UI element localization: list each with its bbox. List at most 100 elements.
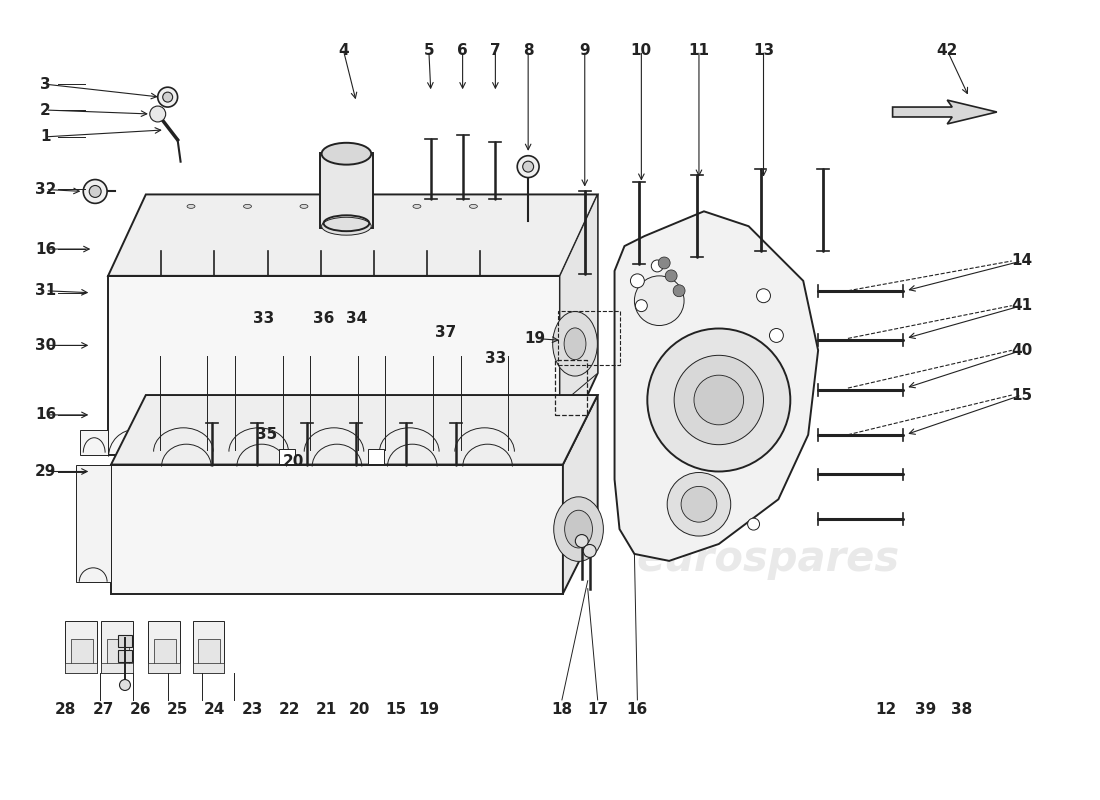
- Text: 5: 5: [424, 43, 434, 58]
- Circle shape: [666, 270, 678, 282]
- Bar: [72, 638, 94, 667]
- Text: 37: 37: [436, 325, 456, 340]
- Polygon shape: [108, 276, 560, 454]
- Bar: [147, 622, 179, 673]
- Text: 13: 13: [752, 43, 774, 58]
- Bar: [101, 663, 133, 673]
- Polygon shape: [76, 465, 111, 582]
- Text: 24: 24: [204, 702, 226, 718]
- Polygon shape: [615, 211, 818, 561]
- Text: 23: 23: [241, 702, 263, 718]
- Bar: [198, 638, 220, 667]
- Text: 22: 22: [279, 702, 300, 718]
- Text: 4: 4: [338, 43, 349, 58]
- Text: 20: 20: [349, 702, 370, 718]
- Text: 34: 34: [345, 311, 367, 326]
- Text: 6: 6: [458, 43, 468, 58]
- Circle shape: [770, 329, 783, 342]
- Ellipse shape: [356, 204, 364, 208]
- Circle shape: [163, 92, 173, 102]
- Ellipse shape: [321, 218, 371, 235]
- Text: 29: 29: [35, 464, 56, 479]
- Ellipse shape: [187, 204, 195, 208]
- Text: 26: 26: [130, 702, 152, 718]
- Text: 39: 39: [915, 702, 936, 718]
- Circle shape: [681, 486, 717, 522]
- Text: 16: 16: [627, 702, 648, 718]
- Text: 14: 14: [1011, 254, 1032, 269]
- Circle shape: [636, 300, 647, 312]
- Text: 41: 41: [1011, 298, 1032, 313]
- Polygon shape: [560, 194, 597, 454]
- Ellipse shape: [553, 497, 604, 562]
- Circle shape: [658, 257, 670, 269]
- Text: 16: 16: [35, 242, 56, 257]
- Ellipse shape: [564, 328, 586, 360]
- Polygon shape: [111, 395, 597, 465]
- Text: 16: 16: [35, 407, 56, 422]
- Text: 38: 38: [952, 702, 972, 718]
- Text: 19: 19: [418, 702, 439, 718]
- Circle shape: [647, 329, 790, 471]
- Bar: [118, 650, 132, 662]
- Circle shape: [150, 106, 166, 122]
- Bar: [154, 638, 176, 667]
- Circle shape: [694, 375, 744, 425]
- Polygon shape: [111, 465, 563, 594]
- Circle shape: [630, 274, 645, 288]
- Bar: [279, 449, 295, 463]
- Text: 9: 9: [580, 43, 590, 58]
- Bar: [118, 635, 132, 647]
- Circle shape: [748, 518, 759, 530]
- Circle shape: [668, 473, 730, 536]
- Text: 3: 3: [41, 77, 51, 92]
- Circle shape: [651, 260, 663, 272]
- Text: 8: 8: [522, 43, 534, 58]
- Text: 33: 33: [485, 350, 506, 366]
- Text: 15: 15: [1011, 387, 1032, 402]
- Text: 27: 27: [92, 702, 113, 718]
- Ellipse shape: [564, 510, 593, 548]
- Text: 33: 33: [253, 311, 275, 326]
- Polygon shape: [108, 194, 597, 276]
- Ellipse shape: [412, 204, 421, 208]
- Bar: [147, 663, 179, 673]
- Circle shape: [673, 285, 685, 297]
- Text: 10: 10: [630, 43, 652, 58]
- Bar: [101, 622, 133, 673]
- Circle shape: [517, 156, 539, 178]
- Text: 11: 11: [689, 43, 710, 58]
- Circle shape: [674, 355, 763, 445]
- Circle shape: [157, 87, 177, 107]
- Polygon shape: [563, 395, 597, 594]
- Circle shape: [89, 186, 101, 198]
- Text: 32: 32: [35, 182, 56, 197]
- Bar: [556, 360, 586, 415]
- FancyBboxPatch shape: [320, 153, 373, 228]
- Bar: [368, 449, 384, 463]
- Text: 18: 18: [551, 702, 572, 718]
- Text: 30: 30: [35, 338, 56, 353]
- Ellipse shape: [552, 311, 597, 376]
- Ellipse shape: [470, 204, 477, 208]
- Text: 7: 7: [491, 43, 501, 58]
- Ellipse shape: [321, 142, 371, 165]
- Text: 19: 19: [525, 331, 546, 346]
- Circle shape: [522, 161, 534, 172]
- Text: 36: 36: [312, 311, 334, 326]
- Text: 31: 31: [35, 283, 56, 298]
- Polygon shape: [560, 194, 597, 405]
- Text: eurospares: eurospares: [637, 538, 900, 580]
- Polygon shape: [80, 430, 108, 454]
- Text: eurospares: eurospares: [200, 284, 463, 326]
- Circle shape: [84, 179, 107, 203]
- Circle shape: [757, 289, 770, 302]
- Circle shape: [120, 679, 131, 690]
- Text: 17: 17: [587, 702, 608, 718]
- Text: 25: 25: [167, 702, 188, 718]
- Ellipse shape: [243, 204, 252, 208]
- Bar: [558, 310, 619, 366]
- Bar: [192, 622, 224, 673]
- Text: 20: 20: [283, 454, 305, 469]
- Bar: [65, 622, 97, 673]
